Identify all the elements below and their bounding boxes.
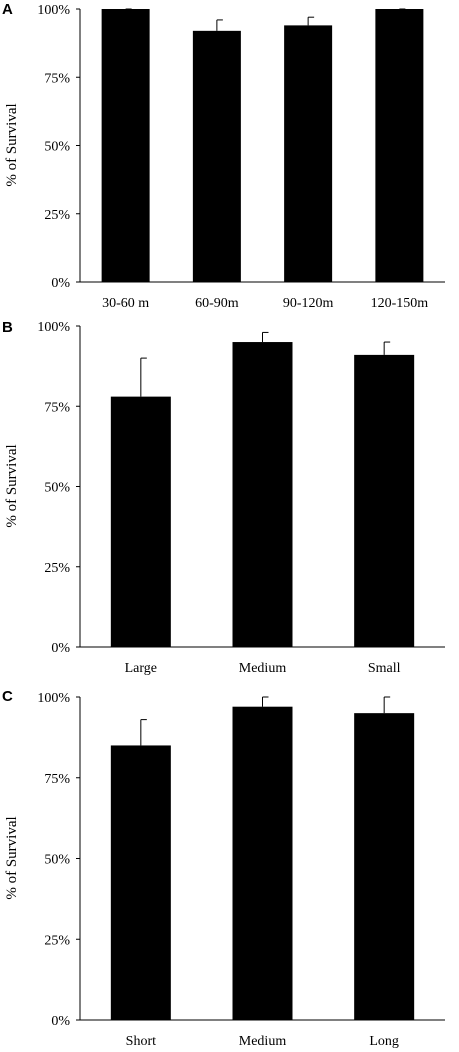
- bar: [354, 354, 415, 647]
- x-tick-label: 60-90m: [195, 296, 239, 311]
- y-tick-label: 50%: [44, 853, 70, 868]
- chart-panel-c: C % of Survival 0% 25% 50% 75% 100% Short Medium…: [2, 688, 445, 1049]
- bar: [375, 9, 424, 282]
- x-tick-label: 120-150m: [371, 296, 429, 311]
- y-tick-label: 75%: [44, 772, 70, 787]
- y-tick-label: 50%: [44, 481, 70, 496]
- x-tick-label: Small: [368, 661, 401, 676]
- y-tick-label: 50%: [44, 140, 70, 155]
- y-axis-label: % of Survival: [4, 816, 20, 899]
- y-tick-label: 0%: [51, 276, 70, 291]
- y-tick-label: 75%: [44, 400, 70, 415]
- panel-label: B: [2, 319, 13, 336]
- x-tick-label: 90-120m: [283, 296, 334, 311]
- bar: [232, 706, 293, 1020]
- x-tick-label: Large: [125, 661, 157, 676]
- y-tick-label: 100%: [37, 320, 70, 335]
- y-tick-label: 100%: [37, 3, 70, 18]
- panel-label: C: [2, 688, 13, 705]
- bar: [101, 9, 150, 282]
- x-tick-label: 30-60 m: [102, 296, 149, 311]
- bar: [284, 25, 333, 282]
- x-tick-label: Medium: [239, 1034, 287, 1049]
- y-tick-label: 100%: [37, 691, 70, 706]
- y-axis-label: % of Survival: [4, 103, 20, 186]
- chart-panel-b: B % of Survival 0% 25% 50% 75% 100% Large Medium…: [2, 319, 445, 676]
- y-tick-label: 0%: [51, 641, 70, 656]
- panel-label: A: [2, 1, 13, 18]
- bar: [232, 342, 293, 647]
- y-axis-label: % of Survival: [4, 444, 20, 527]
- bar: [192, 30, 241, 283]
- x-tick-label: Short: [126, 1034, 156, 1049]
- y-tick-label: 75%: [44, 71, 70, 86]
- chart-panel-a: A % of Survival 0% 25% 50% 75% 100% 30-60 m 60-9…: [2, 1, 445, 311]
- x-tick-label: Long: [369, 1034, 399, 1049]
- y-tick-label: 25%: [44, 933, 70, 948]
- bar: [354, 713, 415, 1020]
- x-tick-label: Medium: [239, 661, 287, 676]
- bar: [110, 396, 171, 647]
- y-tick-label: 25%: [44, 561, 70, 576]
- y-tick-label: 0%: [51, 1014, 70, 1029]
- y-tick-label: 25%: [44, 208, 70, 223]
- bar: [110, 745, 171, 1020]
